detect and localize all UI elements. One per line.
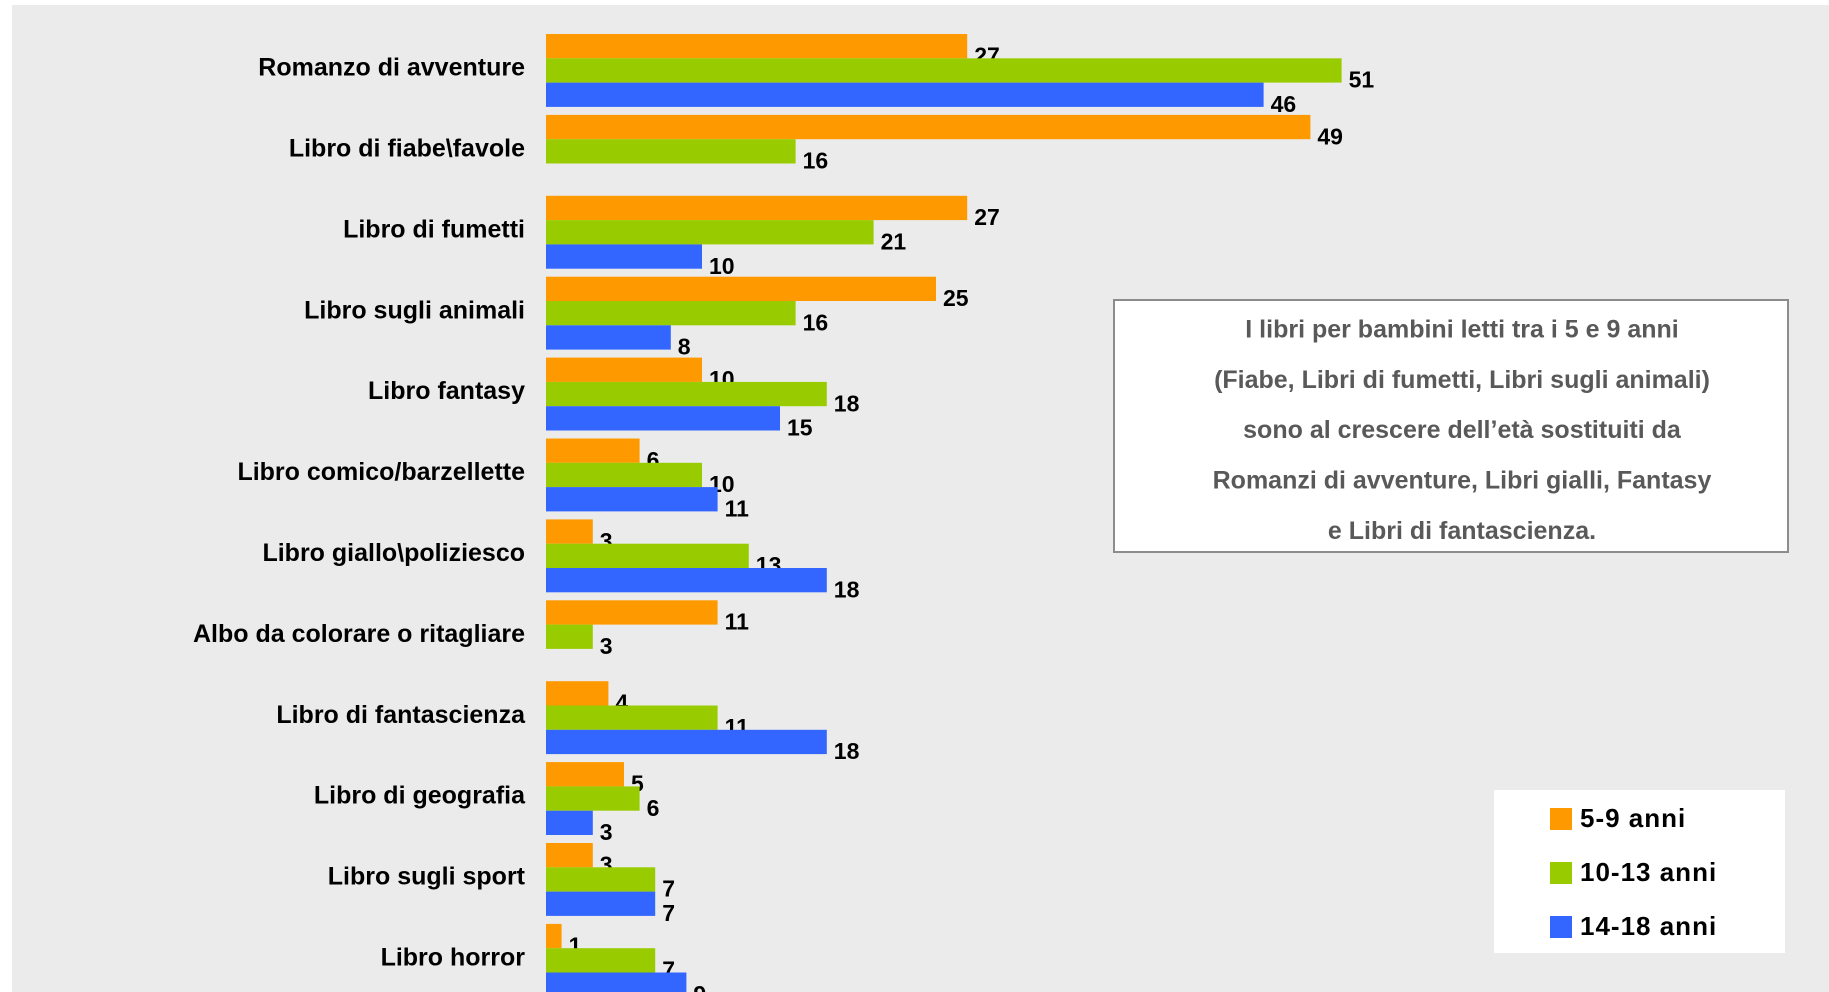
value-label: 6 — [647, 795, 660, 821]
category-label: Libro di fiabe\favole — [289, 135, 525, 163]
bar — [546, 519, 593, 544]
annotation-line: e Libri di fantascienza. — [1328, 517, 1596, 545]
category-label: Libro fantasy — [368, 377, 525, 405]
bar — [546, 729, 827, 755]
bar — [546, 325, 671, 350]
value-label: 7 — [662, 876, 675, 902]
value-label: 27 — [974, 204, 1000, 230]
category-label: Libro sugli animali — [304, 296, 525, 324]
value-label: 11 — [725, 495, 750, 521]
value-label: 49 — [1317, 123, 1343, 149]
category-label: Libro sugli sport — [328, 863, 526, 891]
category-label: Albo da colorare o ritagliare — [193, 620, 525, 648]
legend-label: 10-13 anni — [1580, 857, 1717, 887]
value-label: 18 — [834, 390, 860, 416]
category-label: Libro di fantascienza — [276, 701, 526, 729]
bar — [546, 762, 624, 787]
category-label: Libro di fumetti — [343, 215, 525, 243]
bar — [546, 786, 640, 811]
value-label: 3 — [600, 819, 613, 845]
value-label: 51 — [1349, 67, 1375, 93]
legend-swatch — [1550, 862, 1572, 884]
value-label: 18 — [834, 738, 860, 764]
bar — [546, 244, 702, 269]
bar — [546, 58, 1342, 83]
bar — [546, 114, 1311, 140]
value-label: 7 — [662, 900, 675, 926]
annotation-line: (Fiabe, Libri di fumetti, Libri sugli an… — [1214, 366, 1710, 394]
category-label: Romanzo di avventure — [258, 54, 525, 82]
value-label: 46 — [1271, 91, 1297, 117]
bar — [546, 220, 874, 245]
bar — [546, 705, 718, 730]
bar — [546, 276, 936, 301]
bar — [546, 82, 1264, 107]
bar — [546, 438, 640, 463]
value-label: 3 — [600, 633, 613, 659]
value-label: 21 — [881, 228, 907, 254]
bar — [546, 600, 718, 625]
value-label: 10 — [709, 253, 735, 279]
bar — [546, 462, 702, 488]
value-label: 16 — [803, 309, 829, 335]
bar — [546, 487, 718, 512]
bar — [546, 972, 687, 992]
legend-label: 5-9 anni — [1580, 803, 1686, 833]
bar — [546, 301, 796, 326]
bar — [546, 543, 749, 568]
bar — [546, 681, 609, 706]
bar — [546, 568, 827, 593]
annotation-box — [1113, 299, 1789, 553]
bar — [546, 843, 593, 868]
category-label: Libro comico/barzellette — [237, 458, 525, 486]
legend-box — [1494, 790, 1785, 953]
value-label: 25 — [943, 285, 969, 311]
category-label: Libro di geografia — [314, 782, 526, 810]
bar — [546, 923, 562, 949]
value-label: 18 — [834, 576, 860, 602]
value-label: 8 — [678, 334, 691, 360]
bar — [546, 139, 796, 164]
bar — [546, 891, 656, 916]
bar — [546, 810, 593, 835]
legend-swatch — [1550, 916, 1572, 938]
bar — [546, 867, 656, 892]
value-label: 15 — [787, 415, 813, 441]
value-label: 11 — [725, 609, 750, 635]
bar — [546, 406, 780, 431]
bar — [546, 948, 656, 973]
category-label: Libro horror — [381, 944, 526, 972]
bar — [546, 195, 968, 221]
legend-label: 14-18 anni — [1580, 911, 1717, 941]
bar — [546, 381, 827, 407]
bar — [546, 34, 968, 59]
value-label: 9 — [693, 981, 706, 992]
bar — [546, 357, 702, 382]
bar — [546, 624, 593, 649]
annotation-line: I libri per bambini letti tra i 5 e 9 an… — [1245, 316, 1678, 344]
value-label: 16 — [803, 148, 829, 174]
legend-swatch — [1550, 808, 1572, 830]
annotation-line: sono al crescere dell’età sostituiti da — [1243, 416, 1682, 444]
category-label: Libro giallo\poliziesco — [262, 539, 525, 567]
annotation-line: Romanzi di avventure, Libri gialli, Fant… — [1213, 467, 1712, 495]
